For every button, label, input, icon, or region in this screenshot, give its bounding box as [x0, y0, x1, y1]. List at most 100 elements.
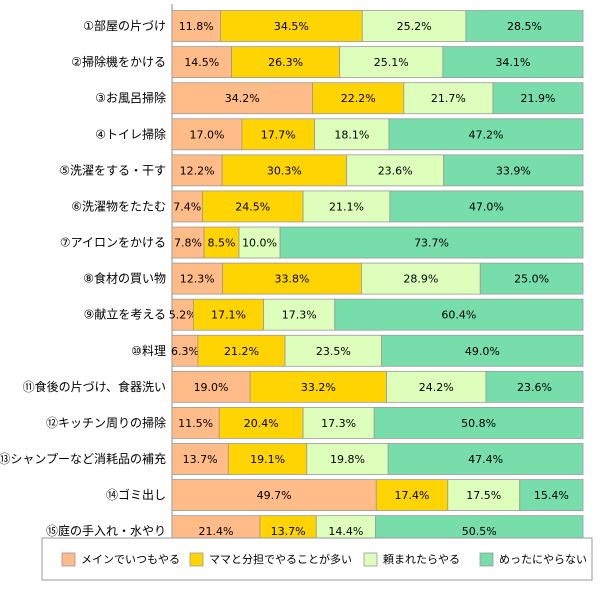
data-label: 28.9%: [403, 273, 438, 286]
bar-segment: [361, 262, 481, 295]
category-label: ③お風呂掃除: [95, 90, 166, 105]
data-label: 60.4%: [441, 309, 476, 322]
data-label: 50.8%: [461, 417, 496, 430]
data-label: 21.7%: [431, 92, 466, 105]
data-label: 73.7%: [414, 237, 449, 250]
bar-segment: [373, 407, 584, 439]
bar-segment: [465, 10, 584, 42]
bar-segment: [218, 407, 304, 439]
data-label: 30.3%: [267, 164, 302, 177]
data-label: 17.3%: [282, 309, 317, 322]
bar-segment: [231, 46, 341, 79]
data-label: 24.2%: [419, 381, 454, 394]
legend-swatch: [61, 552, 76, 567]
data-label: 17.4%: [395, 489, 430, 502]
bar-segment: [519, 479, 584, 511]
bar-segment: [284, 334, 383, 367]
data-label: 17.0%: [189, 128, 224, 141]
category-label: ⑪食後の片づけ、食器洗い: [23, 379, 166, 394]
data-label: 17.7%: [261, 128, 296, 141]
data-label: 15.4%: [534, 489, 569, 502]
category-label: ⑬シャンプーなど消耗品の補充: [0, 451, 166, 466]
legend-label: メインでいつもやる: [81, 553, 180, 566]
bar-segment: [171, 407, 220, 439]
bar-segment: [171, 262, 223, 295]
data-label: 14.5%: [184, 56, 219, 69]
legend-swatch: [363, 552, 378, 567]
category-label: ②掃除機をかける: [71, 54, 166, 69]
data-label: 22.2%: [341, 92, 376, 105]
bar-segment: [279, 226, 584, 259]
data-label: 21.9%: [521, 92, 556, 105]
data-label: 26.3%: [268, 56, 303, 69]
data-label: 21.4%: [199, 525, 234, 538]
category-label: ⑩料理: [131, 344, 166, 358]
legend: メインでいつもやる ママと分担でやることが多い 頼まれたらやる めったにやらない: [41, 537, 593, 581]
data-label: 23.6%: [517, 381, 552, 394]
category-label: ⑦アイロンをかける: [60, 236, 166, 250]
bar-segment: [388, 118, 584, 151]
data-label: 23.5%: [316, 345, 351, 358]
bar-segment: [238, 226, 281, 259]
category-label: ④トイレ掃除: [95, 126, 166, 141]
data-label: 21.1%: [329, 200, 364, 213]
bar-segment: [389, 190, 584, 223]
data-label: 49.7%: [257, 489, 292, 502]
bar-segment: [443, 154, 584, 187]
bar-segment: [485, 370, 584, 403]
bar-segment: [314, 118, 390, 151]
category-label: ①部屋の片づけ: [83, 18, 166, 33]
legend-label: 頼まれたらやる: [383, 553, 460, 566]
bar-segment: [220, 10, 363, 42]
bar-segment: [171, 118, 243, 151]
bar-segment: [263, 298, 336, 331]
category-label: ⑭ゴミ出し: [106, 487, 166, 502]
data-label: 8.5%: [208, 237, 236, 250]
data-label: 28.5%: [507, 20, 542, 33]
data-label: 13.7%: [183, 453, 218, 466]
data-label: 17.3%: [321, 417, 356, 430]
data-label: 33.9%: [496, 164, 531, 177]
data-label: 10.0%: [242, 237, 277, 250]
legend-swatch: [189, 552, 204, 567]
category-label: ⑨献立を考える: [84, 307, 166, 322]
data-label: 24.5%: [235, 200, 270, 213]
data-label: 5.2%: [169, 309, 197, 322]
legend-label: めったにやらない: [499, 553, 587, 566]
data-label: 6.3%: [171, 345, 199, 358]
bar-segment: [479, 262, 584, 295]
data-label: 25.1%: [374, 56, 409, 69]
legend-box: [41, 537, 593, 581]
bar-segment: [197, 334, 286, 367]
bar-segment: [221, 154, 348, 187]
data-label: 47.4%: [468, 453, 503, 466]
data-label: 7.8%: [174, 237, 202, 250]
data-label: 34.1%: [495, 56, 530, 69]
data-label: 7.4%: [173, 200, 201, 213]
bar-segment: [386, 370, 487, 403]
data-label: 33.8%: [275, 273, 310, 286]
bar-segment: [203, 226, 240, 259]
bar-segment: [447, 479, 521, 511]
data-label: 21.2%: [224, 345, 259, 358]
bar-segment: [387, 443, 584, 475]
bar-segment: [334, 298, 584, 331]
category-label: ⑮庭の手入れ・水やり: [46, 523, 166, 538]
data-label: 47.2%: [469, 128, 504, 141]
bar-segment: [312, 82, 405, 115]
category-label: ⑫キッチン周りの掃除: [46, 415, 166, 430]
data-label: 49.0%: [465, 345, 500, 358]
data-label: 34.2%: [225, 92, 260, 105]
data-label: 18.1%: [334, 128, 369, 141]
data-label: 12.3%: [180, 273, 215, 286]
data-label: 33.2%: [301, 381, 336, 394]
data-label: 25.2%: [397, 20, 432, 33]
category-label: ⑤洗濯をする・干す: [59, 163, 166, 177]
data-label: 17.1%: [211, 309, 246, 322]
bar-segment: [171, 82, 313, 115]
legend-label: ママと分担でやることが多い: [209, 552, 352, 566]
data-label: 50.5%: [462, 525, 497, 538]
bar-segment: [403, 82, 494, 115]
data-label: 19.1%: [250, 453, 285, 466]
